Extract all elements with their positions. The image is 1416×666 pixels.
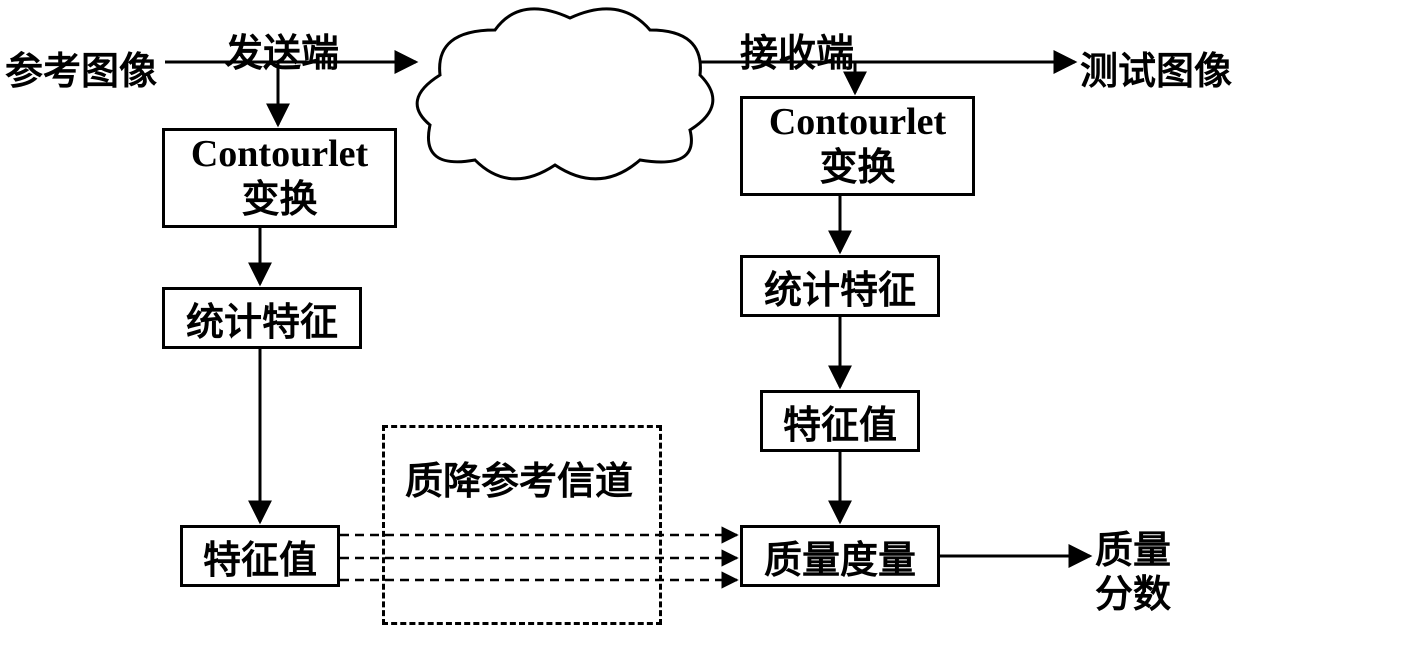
receiver-label: 接收端 [740, 22, 854, 77]
ref-image-label: 参考图像 [5, 40, 157, 95]
sender-label: 发送端 [225, 22, 339, 77]
quality-score-line1: 质量 [1095, 530, 1171, 574]
quality-metric-text: 质量度量 [764, 529, 916, 584]
quality-metric-box: 质量度量 [740, 525, 940, 587]
feat-left-box: 特征值 [180, 525, 340, 587]
test-image-label: 测试图像 [1080, 40, 1232, 95]
contourlet-right-l1: Contourlet [769, 100, 946, 146]
contourlet-right-box: Contourlet 变换 [740, 96, 975, 196]
quality-score-line2: 分数 [1095, 574, 1171, 618]
feat-right-text: 特征值 [783, 394, 897, 449]
contourlet-left-l2: 变换 [241, 178, 317, 224]
stats-left-box: 统计特征 [162, 287, 362, 349]
feat-left-text: 特征值 [203, 529, 317, 584]
feat-right-box: 特征值 [760, 390, 920, 452]
contourlet-left-l1: Contourlet [191, 132, 368, 178]
reference-channel-box [382, 425, 662, 625]
stats-right-box: 统计特征 [740, 255, 940, 317]
contourlet-left-box: Contourlet 变换 [162, 128, 397, 228]
contourlet-right-l2: 变换 [819, 146, 895, 192]
stats-left-text: 统计特征 [186, 291, 338, 346]
quality-score-label: 质量 分数 [1095, 530, 1171, 617]
stats-right-text: 统计特征 [764, 259, 916, 314]
distortion-label: 失真过程 [460, 55, 612, 110]
